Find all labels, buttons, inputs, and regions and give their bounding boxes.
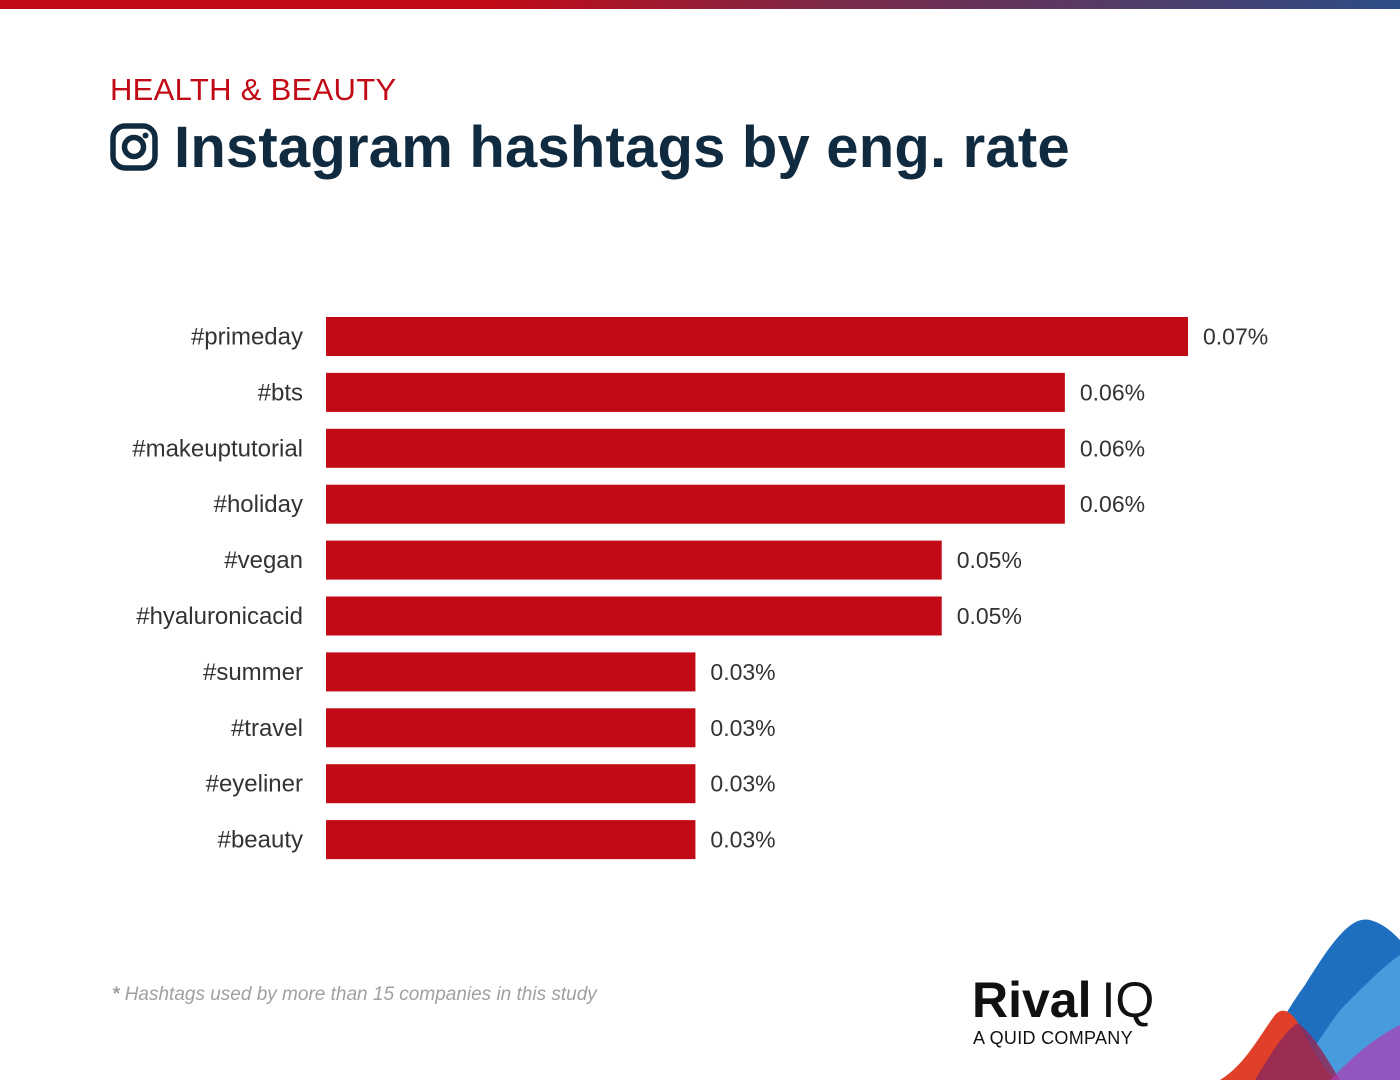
decorative-wave-graphic	[1220, 919, 1400, 1080]
value-label-hyaluronicacid: 0.05%	[957, 603, 1022, 629]
bar-bts	[326, 372, 1065, 412]
title-row: Instagram hashtags by eng. rate	[110, 112, 1070, 182]
category-label-hyaluronicacid: #hyaluronicacid	[136, 603, 303, 630]
bar-beauty	[326, 820, 696, 860]
value-label-travel: 0.03%	[710, 715, 775, 741]
category-label-primeday: #primeday	[191, 324, 303, 351]
value-label-makeuptutorial: 0.06%	[1080, 435, 1145, 461]
value-label-holiday: 0.06%	[1080, 491, 1145, 517]
category-label-eyeliner: #eyeliner	[206, 771, 303, 798]
page-title: Instagram hashtags by eng. rate	[174, 114, 1070, 180]
category-label-beauty: #beauty	[218, 827, 303, 854]
brand-name-rival: Rival	[972, 972, 1092, 1028]
brand-logo: Rival IQ	[972, 972, 1154, 1028]
value-label-eyeliner: 0.03%	[710, 771, 775, 797]
category-label: HEALTH & BEAUTY	[110, 72, 397, 107]
bar-holiday	[326, 484, 1065, 524]
bar-primeday	[326, 317, 1188, 356]
footnote-marker: *	[112, 984, 120, 1005]
bar-hyaluronicacid	[326, 596, 942, 636]
bar-makeuptutorial	[326, 428, 1065, 468]
category-label-summer: #summer	[203, 659, 303, 686]
top-accent-stripe	[0, 0, 1400, 9]
value-label-primeday: 0.07%	[1203, 324, 1268, 350]
category-label-travel: #travel	[231, 715, 303, 742]
brand-name-iq: IQ	[1101, 972, 1155, 1028]
bar-travel	[326, 708, 696, 748]
category-label-makeuptutorial: #makeuptutorial	[132, 435, 303, 462]
category-label-holiday: #holiday	[214, 491, 303, 518]
value-label-bts: 0.06%	[1080, 379, 1145, 405]
category-label-vegan: #vegan	[224, 547, 303, 574]
value-label-summer: 0.03%	[710, 659, 775, 685]
brand-tagline: A QUID COMPANY	[973, 1028, 1133, 1048]
value-label-beauty: 0.03%	[710, 827, 775, 853]
bar-summer	[326, 652, 696, 692]
bar-eyeliner	[326, 764, 696, 804]
footnote-text: Hashtags used by more than 15 companies …	[124, 984, 597, 1005]
bar-vegan	[326, 540, 942, 580]
footnote: * Hashtags used by more than 15 companie…	[112, 984, 597, 1006]
category-label-bts: #bts	[258, 379, 303, 406]
instagram-icon	[110, 123, 158, 171]
value-label-vegan: 0.05%	[957, 547, 1022, 573]
